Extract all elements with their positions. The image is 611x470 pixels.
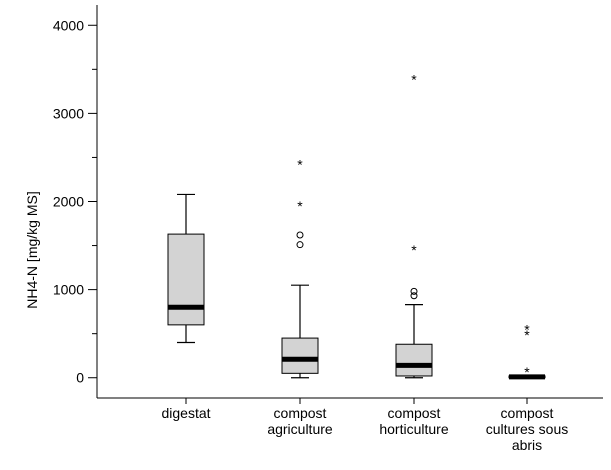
x-tick-label-line: abris [512,437,542,453]
extreme-point: * [411,242,417,258]
box-group: ** [281,157,319,379]
y-tick-label: 2000 [53,194,84,210]
extreme-point: * [524,322,530,338]
extreme-point: * [524,364,530,380]
x-tick-label: compost horticulture [379,405,448,437]
box-iqr [395,343,433,377]
extreme-point: * [524,327,530,343]
box-iqr [281,337,319,374]
box-group: *** [508,322,546,380]
y-axis: 0 1000 2000 3000 4000 [53,5,98,398]
x-tick-label-line: compost [388,405,441,421]
x-tick-label-line: compost [274,405,327,421]
x-tick-label-line: compost [501,405,554,421]
x-tick-label: compost agriculture [267,405,333,437]
boxes: ******* [167,71,546,380]
x-tick-label: compost cultures sous abris [486,405,568,453]
y-tick-label: 4000 [53,17,84,33]
x-tick-label-line: agriculture [267,421,333,437]
x-tick-label-line: horticulture [379,421,448,437]
box-iqr [167,233,205,326]
extreme-point: * [411,71,417,87]
box-group: ** [395,71,433,379]
extreme-point: * [297,157,303,173]
y-tick-label: 1000 [53,282,84,298]
box-group [167,193,205,344]
extreme-point: * [297,198,303,214]
outlier-point [296,241,304,249]
x-tick-label-line: digestat [161,405,210,421]
y-tick-label: 0 [76,370,84,386]
x-tick-label-line: cultures sous [486,421,568,437]
outlier-point [410,292,418,300]
outlier-point [296,231,304,239]
outlier-point [410,287,418,295]
x-tick-label: digestat [161,405,210,421]
y-axis-label: NH4-N [mg/kg MS] [24,191,40,308]
y-tick-label: 3000 [53,105,84,121]
